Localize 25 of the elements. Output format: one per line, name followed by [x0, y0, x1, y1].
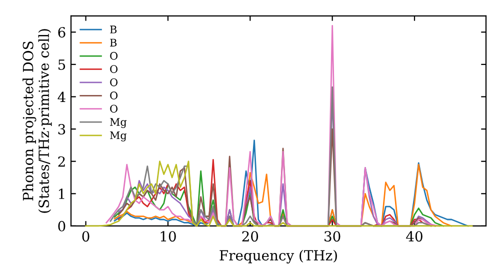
x-tick-label: 20 [242, 231, 258, 242]
legend-label: O [110, 92, 118, 100]
x-tick-label: 30 [324, 231, 340, 242]
legend-label: B [110, 38, 117, 46]
x-tick-label: 0 [82, 231, 90, 242]
y-tick-label: 3 [58, 124, 66, 135]
line-series [106, 24, 440, 227]
legend-label: Mg [110, 118, 127, 128]
y-tick-label: 0 [58, 220, 66, 232]
y-tick-label: 6 [58, 27, 66, 38]
legend-label: O [110, 78, 118, 86]
line-series [85, 160, 473, 227]
y-tick-label: 2 [58, 156, 65, 167]
y-axis-title: Phonon projected DOS (States/THz·primitive cell) [22, 29, 52, 213]
x-axis-title: Frequency (THz) [220, 250, 337, 264]
x-tick-label: 40 [406, 231, 422, 242]
legend-label: O [110, 104, 118, 113]
x-tick-label: 10 [160, 231, 176, 242]
y-tick-label: 1 [58, 188, 64, 199]
legend-label: O [110, 52, 118, 60]
legend-label: O [110, 65, 118, 74]
legend-label: B [110, 26, 117, 34]
y-tick-label: 4 [58, 92, 66, 102]
y-tick-label: 5 [58, 60, 66, 70]
legend-label: Mg [110, 131, 127, 142]
